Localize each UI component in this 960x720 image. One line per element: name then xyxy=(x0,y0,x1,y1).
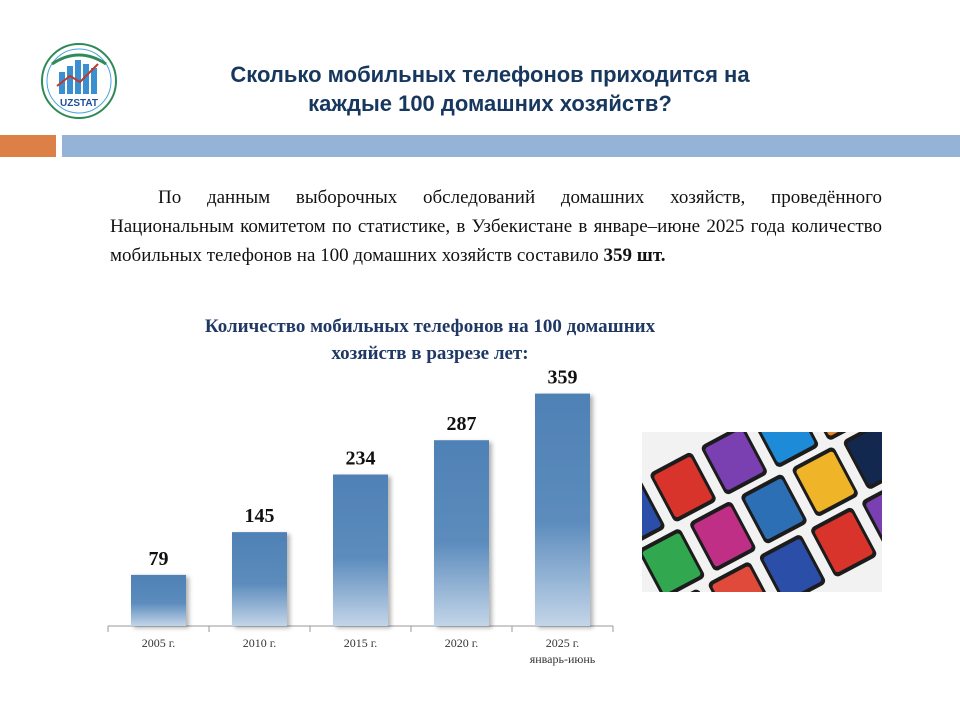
intro-text: По данным выборочных обследований домашн… xyxy=(110,187,882,266)
data-label-4: 359 xyxy=(548,367,578,389)
logo-text: UZSTAT xyxy=(60,98,98,109)
phone-screen xyxy=(642,533,701,592)
phone-screen xyxy=(654,457,712,518)
page-title-line1: Сколько мобильных телефонов приходится н… xyxy=(230,62,750,87)
phone-screen xyxy=(756,432,815,463)
bar-chart-svg: 79 2005 г. 145 2010 г. 234 2015 г. 287 2020 г. 3… xyxy=(107,367,614,666)
x-tick-label-4: 2025 г. xyxy=(546,636,580,650)
bar-4 xyxy=(535,393,590,626)
accent-band-blue xyxy=(62,135,960,157)
phone-screen xyxy=(712,566,771,592)
data-label-2: 234 xyxy=(346,448,376,470)
phone-screen xyxy=(694,506,752,567)
intro-paragraph: По данным выборочных обследований домашн… xyxy=(110,183,882,270)
page-title: Сколько мобильных телефонов приходится н… xyxy=(150,60,830,118)
x-tick-label-4-line2: январь-июнь xyxy=(530,652,596,666)
phone-screen xyxy=(847,432,882,485)
bar-chart: 79 2005 г. 145 2010 г. 234 2015 г. 287 2020 г. 3… xyxy=(100,367,630,690)
bar-0 xyxy=(131,574,186,626)
phone-screen xyxy=(705,432,764,490)
x-tick-label-3: 2020 г. xyxy=(445,636,479,650)
data-label-0: 79 xyxy=(149,548,169,570)
phone-screen xyxy=(866,484,882,545)
smartphones-photo xyxy=(642,432,882,592)
x-tick-label-0: 2005 г. xyxy=(142,636,176,650)
phone-screen xyxy=(796,451,854,512)
chart-title-line1: Количество мобильных телефонов на 100 до… xyxy=(204,316,656,337)
data-label-1: 145 xyxy=(245,505,275,527)
data-label-3: 287 xyxy=(447,413,477,435)
phone-screen xyxy=(763,539,822,592)
accent-band-orange xyxy=(0,135,56,157)
chart-title: Количество мобильных телефонов на 100 до… xyxy=(100,313,760,367)
x-tick-label-2: 2015 г. xyxy=(344,636,378,650)
bar-3 xyxy=(434,440,489,626)
chart-title-line2: хозяйств в разрезе лет: xyxy=(331,343,529,364)
phone-screen xyxy=(814,512,873,573)
x-tick-label-1: 2010 г. xyxy=(243,636,277,650)
bar-2 xyxy=(333,474,388,626)
phone-screen xyxy=(745,479,803,540)
page-title-line2: каждые 100 домашних хозяйств? xyxy=(308,91,672,116)
bar-1 xyxy=(232,532,287,626)
phone-screen xyxy=(642,484,661,545)
uzstat-logo: UZSTAT xyxy=(41,43,117,119)
intro-bold-value: 359 шт. xyxy=(603,245,666,266)
